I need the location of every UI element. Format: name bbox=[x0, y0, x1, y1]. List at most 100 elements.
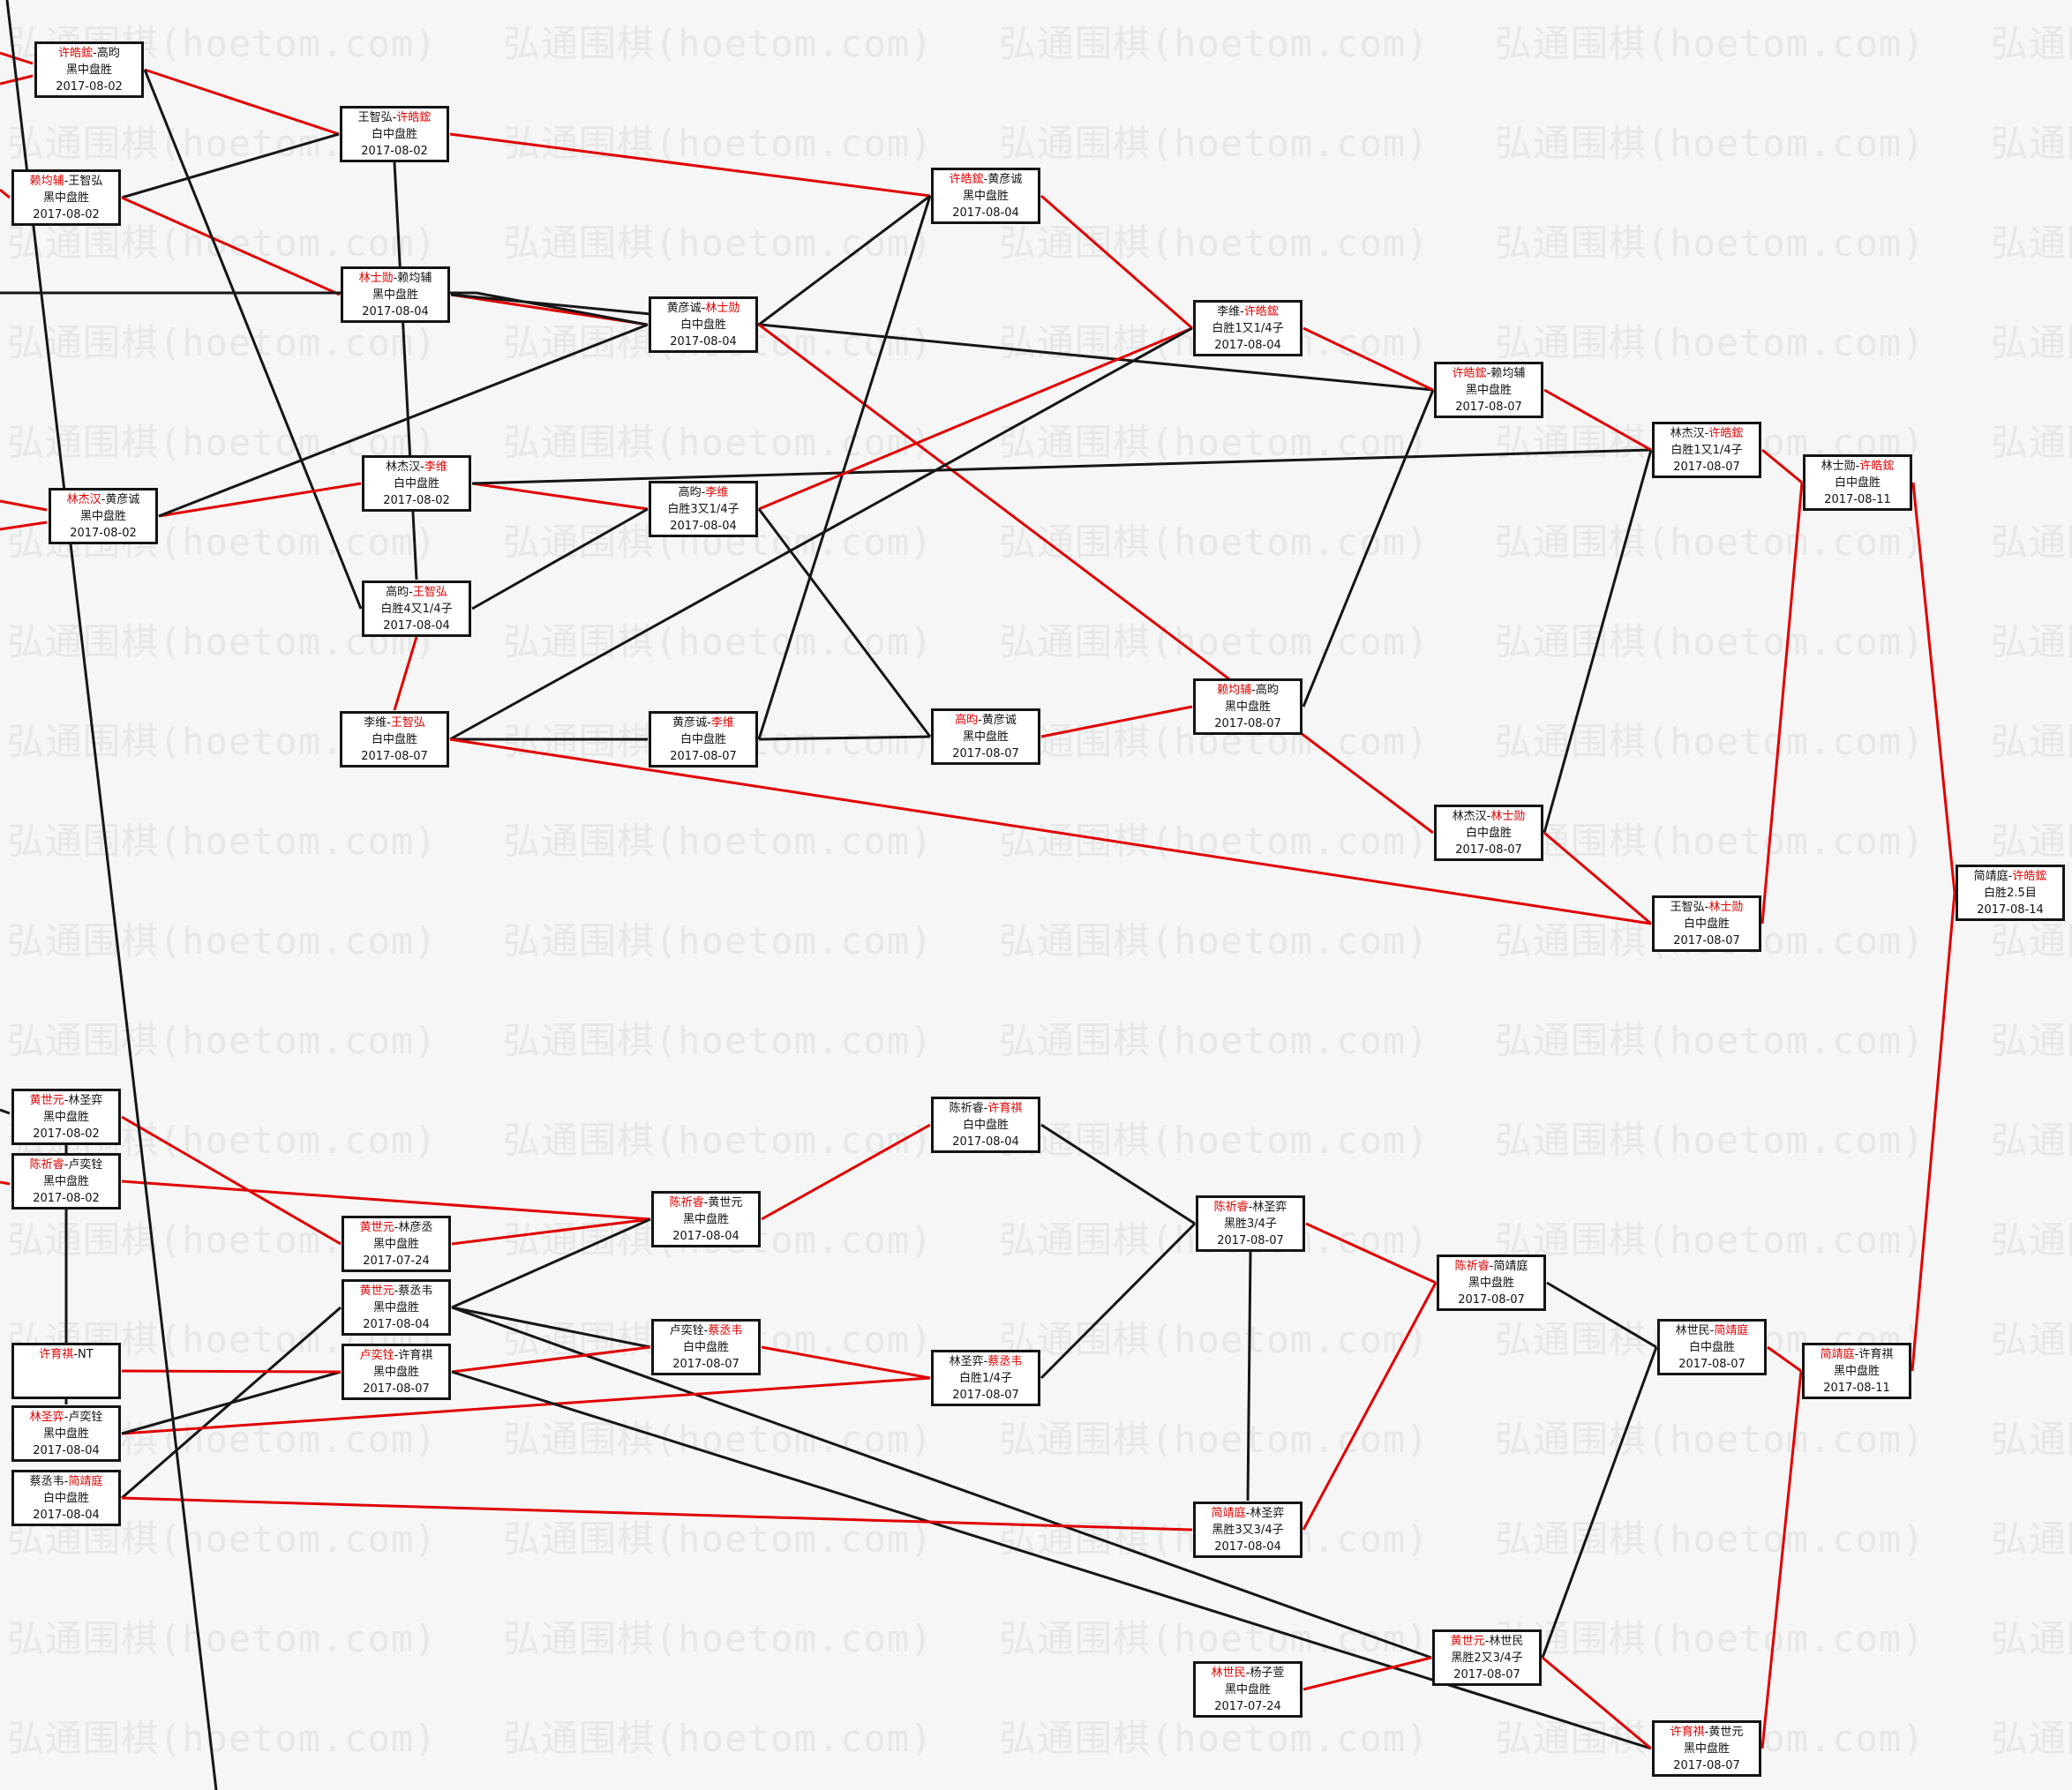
match-box-b6[interactable]: 陈祈睿-林圣弈 黑胜3/4子 2017-08-07 bbox=[1196, 1195, 1305, 1252]
match-box-t19[interactable]: 林杰汉-林士勋 白中盘胜 2017-08-07 bbox=[1434, 805, 1543, 861]
match-result: 白中盘胜 bbox=[679, 318, 726, 332]
match-result: 黑中盘胜 bbox=[65, 64, 112, 77]
match-box-b16[interactable]: 简靖庭-许育祺 黑中盘胜 2017-08-11 bbox=[1802, 1343, 1911, 1399]
match-box-t13[interactable]: 高昀-李维 白胜3又1/4子 2017-08-04 bbox=[649, 481, 758, 537]
match-box-t5[interactable]: 许皓鋐-黄彦诚 黑中盘胜 2017-08-04 bbox=[931, 168, 1040, 224]
match-result: 黑中盘胜 bbox=[1224, 700, 1271, 714]
edge-t3-t5 bbox=[449, 132, 931, 198]
match-box-b3[interactable]: 陈祈睿-许育祺 白中盘胜 2017-08-04 bbox=[931, 1097, 1040, 1153]
player1-name: 李维 bbox=[364, 716, 387, 730]
edge-t14-t15 bbox=[393, 636, 418, 711]
match-box-b4[interactable]: 黄世元-林彦丞 黑中盘胜 2017-07-24 bbox=[342, 1216, 451, 1272]
edge-t2-t4 bbox=[121, 196, 341, 296]
match-box-t16[interactable]: 黄彦诚-李维 白中盘胜 2017-08-07 bbox=[649, 711, 758, 768]
match-box-t3[interactable]: 王智弘-许皓鋐 白中盘胜 2017-08-02 bbox=[340, 106, 449, 162]
match-players: 高昀-黄彦诚 bbox=[934, 712, 1038, 729]
edge-t11-t6 bbox=[158, 323, 649, 518]
match-box-t17[interactable]: 高昀-黄彦诚 黑中盘胜 2017-08-07 bbox=[931, 708, 1040, 765]
match-result: 黑中盘胜 bbox=[1468, 1277, 1514, 1290]
player1-name: 蔡丞韦 bbox=[29, 1475, 64, 1488]
match-box-b15[interactable]: 林世民-简靖庭 白中盘胜 2017-08-07 bbox=[1657, 1319, 1767, 1375]
match-box-b13[interactable]: 蔡丞韦-简靖庭 白中盘胜 2017-08-04 bbox=[11, 1470, 121, 1526]
edge-t11-t12 bbox=[158, 482, 362, 518]
match-date: 2017-08-07 bbox=[952, 747, 1019, 760]
player1-name: 陈祈睿 bbox=[949, 1102, 984, 1115]
match-box-t14[interactable]: 高昀-王智弘 白胜4又1/4子 2017-08-04 bbox=[362, 580, 471, 637]
match-box-t11[interactable]: 林杰汉-黄彦诚 黑中盘胜 2017-08-02 bbox=[49, 488, 158, 544]
match-box-t2[interactable]: 赖均辅-王智弘 黑中盘胜 2017-08-02 bbox=[11, 169, 121, 226]
player1-name: 林士勋 bbox=[358, 272, 394, 285]
player1-name: 陈祈睿 bbox=[1213, 1201, 1249, 1214]
players-separator: - bbox=[983, 1355, 988, 1368]
players-separator: - bbox=[64, 1411, 69, 1424]
match-box-b10[interactable]: 卢奕铨-许育祺 黑中盘胜 2017-08-07 bbox=[342, 1344, 451, 1400]
players-separator: - bbox=[101, 493, 106, 506]
stub-line-8 bbox=[0, 1180, 11, 1186]
match-result: 黑中盘胜 bbox=[372, 1238, 419, 1251]
match-players: 许育祺-NT bbox=[14, 1346, 118, 1363]
player2-name: 王智弘 bbox=[412, 586, 447, 599]
match-box-t1[interactable]: 许皓鋐-高昀 黑中盘胜 2017-08-02 bbox=[34, 41, 144, 98]
match-box-b1[interactable]: 黄世元-林圣弈 黑中盘胜 2017-08-02 bbox=[11, 1089, 121, 1145]
match-box-t7[interactable]: 李维-许皓鋐 白胜1又1/4子 2017-08-04 bbox=[1193, 300, 1303, 356]
match-players: 赖均辅-王智弘 bbox=[14, 173, 118, 190]
edge-b17-b14 bbox=[1302, 1282, 1438, 1531]
match-box-b14[interactable]: 陈祈睿-简靖庭 黑中盘胜 2017-08-07 bbox=[1437, 1254, 1546, 1311]
players-separator: - bbox=[983, 173, 988, 186]
stub-line-7 bbox=[0, 1108, 11, 1115]
match-result: 白中盘胜 bbox=[393, 477, 439, 491]
player2-name: 许育祺 bbox=[1858, 1348, 1894, 1361]
match-box-b18[interactable]: 林世民-杨子萱 黑中盘胜 2017-07-24 bbox=[1193, 1661, 1303, 1718]
edge-t9-t19 bbox=[1543, 449, 1653, 834]
match-box-b19[interactable]: 黄世元-林世民 黑胜2又3/4子 2017-08-07 bbox=[1432, 1629, 1542, 1686]
players-separator: - bbox=[1245, 1666, 1250, 1680]
edge-t6-t19 bbox=[758, 323, 1434, 835]
match-box-b17[interactable]: 简靖庭-林圣弈 黑胜3又3/4子 2017-08-04 bbox=[1193, 1502, 1303, 1558]
stub-line-2 bbox=[0, 188, 11, 199]
match-result: 白胜4又1/4子 bbox=[380, 603, 453, 616]
stub-line-5 bbox=[0, 291, 648, 326]
players-separator: - bbox=[2008, 870, 2013, 883]
player1-name: 赖均辅 bbox=[1217, 684, 1252, 697]
player1-name: 陈祈睿 bbox=[29, 1158, 64, 1172]
match-box-b2[interactable]: 陈祈睿-卢奕铨 黑中盘胜 2017-08-02 bbox=[11, 1153, 121, 1210]
match-box-t15[interactable]: 李维-王智弘 白中盘胜 2017-08-07 bbox=[340, 711, 449, 768]
edge-b7-b19 bbox=[451, 1306, 1432, 1659]
match-box-t10[interactable]: 林士勋-许皓鋐 白中盘胜 2017-08-11 bbox=[1803, 454, 1912, 511]
match-box-t21[interactable]: 简靖庭-许皓鋐 白胜2.5目 2017-08-14 bbox=[1956, 865, 2065, 921]
player1-name: 林杰汉 bbox=[386, 461, 421, 474]
match-box-t9[interactable]: 林杰汉-许皓鋐 白胜1又1/4子 2017-08-07 bbox=[1652, 422, 1761, 478]
player1-name: 简靖庭 bbox=[1211, 1507, 1246, 1520]
player1-name: 李维 bbox=[1217, 305, 1241, 318]
match-box-b8[interactable]: 卢奕铨-蔡丞韦 白中盘胜 2017-08-07 bbox=[651, 1319, 761, 1375]
match-box-t12[interactable]: 林杰汉-李维 白中盘胜 2017-08-02 bbox=[362, 455, 471, 512]
match-box-t8[interactable]: 许皓鋐-赖均辅 黑中盘胜 2017-08-07 bbox=[1434, 362, 1543, 418]
match-box-b20[interactable]: 许育祺-黄世元 黑中盘胜 2017-08-07 bbox=[1652, 1720, 1761, 1777]
match-box-t6[interactable]: 黄彦诚-林士勋 白中盘胜 2017-08-04 bbox=[649, 296, 758, 353]
edge-t2-t3 bbox=[121, 132, 340, 199]
match-date: 2017-08-11 bbox=[1823, 1382, 1890, 1395]
match-date: 2017-08-07 bbox=[1214, 717, 1281, 730]
match-box-b5[interactable]: 陈祈睿-黄世元 黑中盘胜 2017-08-04 bbox=[651, 1191, 761, 1247]
match-players: 陈祈睿-卢奕铨 bbox=[14, 1157, 118, 1173]
match-box-t4[interactable]: 林士勋-赖均辅 黑中盘胜 2017-08-04 bbox=[341, 266, 450, 323]
edge-t8-t18 bbox=[1302, 389, 1435, 708]
players-separator: - bbox=[394, 1284, 399, 1298]
players-separator: - bbox=[64, 1094, 69, 1107]
match-box-b7[interactable]: 黄世元-蔡丞韦 黑中盘胜 2017-08-04 bbox=[342, 1279, 451, 1336]
players-separator: - bbox=[393, 272, 398, 285]
match-players: 林士勋-许皓鋐 bbox=[1805, 458, 1910, 475]
match-box-t20[interactable]: 王智弘-林士勋 白中盘胜 2017-08-07 bbox=[1652, 895, 1761, 952]
edge-b16-t21 bbox=[1911, 892, 1956, 1372]
player2-name: 林士勋 bbox=[705, 302, 740, 315]
player1-name: 许皓鋐 bbox=[58, 47, 94, 60]
player1-name: 王智弘 bbox=[357, 111, 393, 124]
match-box-t18[interactable]: 赖均辅-高昀 黑中盘胜 2017-08-07 bbox=[1193, 678, 1303, 735]
player2-name: 卢奕铨 bbox=[68, 1411, 103, 1424]
match-box-b9[interactable]: 许育祺-NT bbox=[11, 1343, 121, 1399]
match-box-b11[interactable]: 林圣弈-蔡丞韦 白胜1/4子 2017-08-07 bbox=[931, 1350, 1040, 1406]
player1-name: 林圣弈 bbox=[949, 1355, 984, 1368]
player1-name: 简靖庭 bbox=[1973, 870, 2008, 883]
players-separator: - bbox=[1240, 305, 1244, 318]
match-box-b12[interactable]: 林圣弈-卢奕铨 黑中盘胜 2017-08-04 bbox=[11, 1405, 121, 1462]
